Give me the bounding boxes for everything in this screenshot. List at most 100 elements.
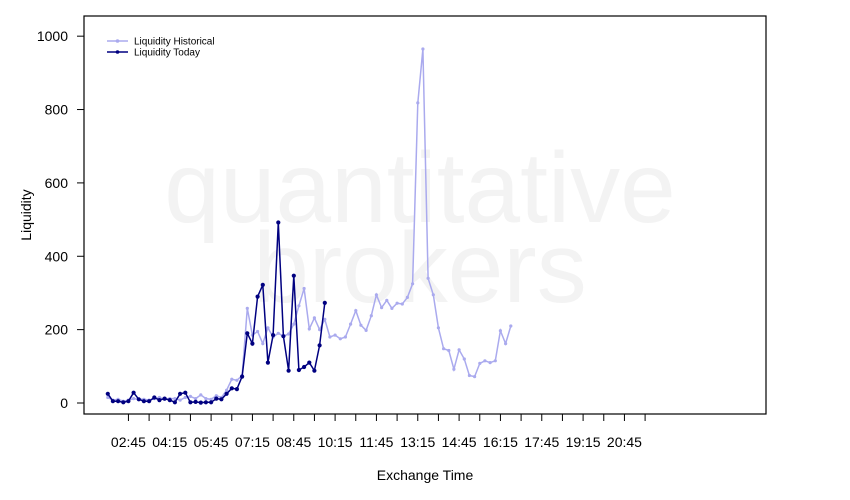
data-point bbox=[302, 364, 307, 370]
data-point bbox=[297, 304, 301, 308]
data-point bbox=[199, 393, 203, 397]
data-point bbox=[333, 333, 337, 337]
data-point bbox=[364, 328, 368, 332]
y-tick-label: 200 bbox=[45, 322, 69, 338]
data-point bbox=[198, 400, 203, 405]
legend-marker bbox=[115, 50, 120, 54]
y-axis-title: Liquidity bbox=[18, 189, 34, 240]
data-point bbox=[106, 395, 110, 400]
data-point bbox=[276, 331, 280, 335]
data-point bbox=[323, 317, 327, 321]
data-point bbox=[230, 377, 234, 381]
data-point bbox=[276, 220, 281, 225]
data-point bbox=[126, 399, 131, 404]
data-point bbox=[209, 400, 214, 405]
data-point bbox=[302, 286, 306, 291]
data-point bbox=[493, 359, 497, 363]
data-point bbox=[136, 397, 141, 402]
data-point bbox=[204, 397, 208, 401]
data-point bbox=[225, 388, 229, 392]
data-point bbox=[203, 400, 208, 405]
data-point bbox=[209, 397, 213, 401]
data-point bbox=[312, 316, 316, 320]
data-point bbox=[178, 398, 182, 402]
data-point bbox=[318, 328, 322, 332]
legend-label: Liquidity Historical bbox=[134, 37, 215, 48]
data-point bbox=[255, 294, 260, 299]
data-point bbox=[214, 394, 218, 398]
data-point bbox=[416, 101, 420, 105]
data-point bbox=[219, 397, 224, 402]
data-point bbox=[105, 391, 110, 396]
data-point bbox=[261, 342, 265, 346]
data-point bbox=[354, 309, 358, 313]
data-point bbox=[312, 368, 317, 373]
x-tick-label: 10:15 bbox=[318, 434, 353, 450]
data-point bbox=[483, 359, 487, 363]
x-tick-label: 17:45 bbox=[524, 434, 559, 450]
data-point bbox=[178, 391, 183, 396]
data-point bbox=[374, 293, 378, 297]
data-point bbox=[286, 368, 291, 373]
data-point bbox=[131, 390, 136, 395]
data-point bbox=[152, 395, 157, 400]
data-point bbox=[498, 329, 502, 333]
data-point bbox=[183, 390, 188, 395]
data-point bbox=[224, 391, 229, 396]
data-point bbox=[338, 337, 342, 341]
data-point bbox=[478, 361, 482, 365]
legend-label: Liquidity Today bbox=[134, 48, 200, 59]
data-point bbox=[250, 341, 255, 346]
series-today bbox=[105, 220, 327, 405]
data-point bbox=[110, 399, 115, 404]
data-point bbox=[488, 361, 492, 365]
x-tick-label: 08:45 bbox=[276, 434, 311, 450]
data-point bbox=[172, 400, 177, 405]
data-point bbox=[307, 327, 311, 331]
x-tick-label: 02:45 bbox=[111, 434, 146, 450]
data-point bbox=[400, 302, 404, 306]
data-point bbox=[349, 322, 353, 326]
x-tick-label: 20:45 bbox=[607, 434, 642, 450]
data-point bbox=[188, 394, 192, 398]
x-tick-label: 19:15 bbox=[566, 434, 601, 450]
data-point bbox=[380, 306, 384, 310]
x-tick-label: 13:15 bbox=[400, 434, 435, 450]
data-point bbox=[447, 348, 451, 353]
data-point bbox=[132, 397, 136, 401]
data-point bbox=[265, 360, 270, 365]
x-tick-label: 04:15 bbox=[152, 434, 187, 450]
data-point bbox=[194, 397, 198, 401]
data-point bbox=[390, 306, 394, 310]
data-point bbox=[271, 333, 276, 338]
x-axis-title: Exchange Time bbox=[377, 467, 474, 483]
y-axis: 0 200 400 600 800 1000 bbox=[37, 28, 84, 411]
data-point bbox=[292, 322, 296, 326]
data-point bbox=[509, 324, 513, 328]
data-point bbox=[328, 335, 332, 339]
data-point bbox=[322, 300, 327, 305]
data-point bbox=[317, 343, 322, 348]
watermark-line-2: brokers bbox=[253, 212, 586, 324]
data-point bbox=[235, 378, 239, 382]
data-point bbox=[369, 314, 373, 318]
series-layer bbox=[105, 47, 513, 405]
y-tick-label: 600 bbox=[45, 175, 69, 191]
data-point bbox=[359, 323, 363, 327]
data-point bbox=[256, 329, 260, 334]
watermark: quantitative brokers bbox=[164, 132, 675, 324]
data-point bbox=[296, 367, 301, 373]
data-point bbox=[421, 47, 425, 51]
x-tick-label: 16:15 bbox=[483, 434, 518, 450]
x-tick-label: 14:45 bbox=[442, 434, 477, 450]
data-point bbox=[260, 282, 265, 287]
data-point bbox=[141, 399, 146, 404]
data-point bbox=[281, 334, 286, 339]
y-tick-label: 400 bbox=[45, 248, 69, 264]
data-point bbox=[385, 298, 389, 302]
data-point bbox=[462, 357, 466, 361]
data-point bbox=[147, 399, 152, 404]
data-point bbox=[266, 326, 270, 330]
